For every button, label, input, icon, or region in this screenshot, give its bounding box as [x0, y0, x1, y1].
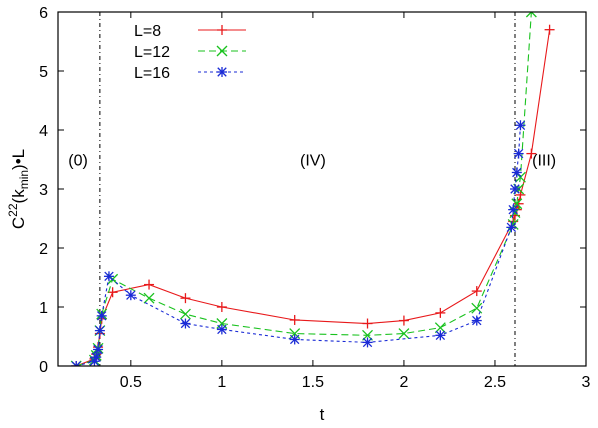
data-point-2-13 — [471, 315, 482, 326]
data-point-1-7 — [143, 292, 155, 304]
legend: L=8 L=12 L=16 — [134, 23, 246, 82]
x-tick-label-3: 2 — [399, 374, 408, 391]
data-point-2-8 — [180, 318, 191, 329]
data-point-2-17 — [511, 167, 522, 178]
x-tick-label-0: 0.5 — [120, 374, 142, 391]
data-point-2-18 — [513, 148, 524, 159]
y-tick-label-5: 5 — [39, 64, 48, 81]
data-point-1-20 — [525, 12, 537, 18]
data-point-0-6 — [107, 287, 118, 298]
x-tick-label-1: 1 — [217, 374, 226, 391]
y-tick-label-2: 2 — [39, 241, 48, 258]
data-point-2-6 — [103, 271, 114, 282]
x-tick-label-2: 1.5 — [302, 374, 324, 391]
data-point-2-19 — [515, 120, 526, 131]
y-axis-title-part-2: (k — [9, 189, 28, 204]
region-label-2: (III) — [532, 153, 556, 170]
region-label-1: (IV) — [300, 153, 326, 170]
y-tick-label-0: 0 — [39, 359, 48, 376]
y-axis-title-part-4: )•L — [9, 149, 28, 170]
legend-marker-1 — [216, 45, 228, 57]
region-label-0: (0) — [68, 153, 88, 170]
legend-label-0: L=8 — [134, 23, 161, 40]
y-axis-title-part-3: min — [17, 170, 31, 189]
data-point-2-12 — [435, 330, 446, 341]
data-point-1-13 — [434, 322, 446, 334]
x-tick-label-5: 3 — [582, 374, 591, 391]
data-point-0-13 — [435, 307, 446, 318]
data-point-0-14 — [471, 286, 482, 297]
data-point-2-16 — [509, 184, 520, 194]
data-point-2-0 — [71, 361, 82, 366]
legend-label-2: L=16 — [134, 65, 170, 82]
y-axis-title-part-0: C — [9, 217, 28, 229]
data-point-0-20 — [526, 148, 537, 159]
plot-area: (0) (IV) (III) — [68, 12, 556, 366]
data-point-1-14 — [471, 302, 483, 314]
y-tick-label-3: 3 — [39, 182, 48, 199]
data-point-2-7 — [125, 290, 136, 301]
data-point-2-5 — [96, 310, 107, 321]
data-point-2-15 — [508, 204, 519, 215]
plot-clip-group — [70, 12, 555, 366]
data-point-0-11 — [362, 318, 373, 329]
legend-label-1: L=12 — [134, 44, 170, 61]
data-point-2-4 — [94, 325, 105, 336]
data-point-0-9 — [216, 302, 227, 312]
data-point-0-8 — [180, 293, 191, 304]
y-axis-title: C22(kmin)•L — [6, 149, 31, 229]
data-point-2-3 — [93, 344, 104, 355]
x-tick-label-4: 2.5 — [484, 374, 506, 391]
axes: 0.5 1 1.5 2 2.5 3 0 1 2 3 4 5 6 t C22(kmin)•L — [6, 5, 591, 424]
data-point-0-7 — [144, 279, 155, 290]
y-axis-title-part-1: 22 — [6, 203, 20, 217]
data-point-0-18 — [513, 198, 524, 209]
data-point-2-11 — [362, 337, 373, 348]
x-axis-title: t — [320, 405, 325, 424]
legend-marker-2 — [217, 67, 227, 77]
y-tick-label-4: 4 — [39, 123, 48, 140]
data-point-2-14 — [506, 222, 517, 233]
y-tick-label-6: 6 — [39, 5, 48, 22]
data-point-2-2 — [91, 352, 102, 363]
data-point-0-12 — [398, 315, 409, 326]
data-point-1-8 — [179, 308, 191, 320]
y-tick-label-1: 1 — [39, 300, 48, 317]
data-point-0-10 — [289, 314, 300, 325]
data-point-2-9 — [216, 324, 227, 335]
data-point-2-10 — [289, 334, 300, 345]
legend-marker-0 — [217, 25, 227, 35]
data-point-0-21 — [544, 24, 555, 35]
data-point-1-12 — [398, 328, 410, 340]
